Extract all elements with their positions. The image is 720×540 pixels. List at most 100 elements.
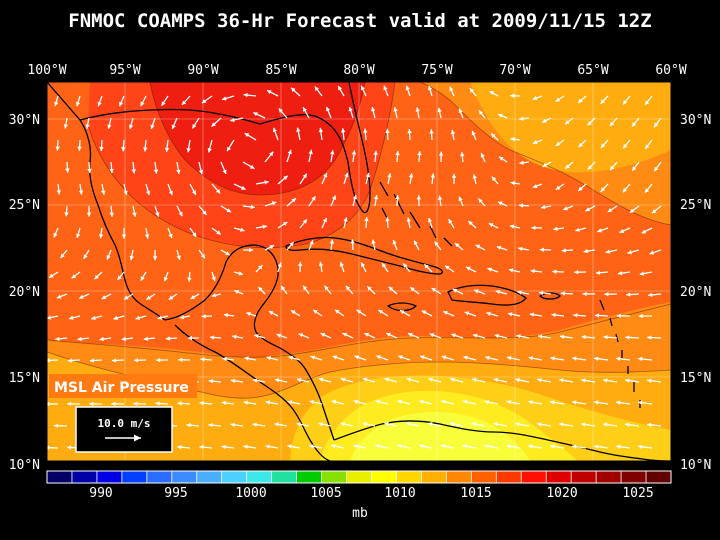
- wind-vector-head: [644, 188, 650, 193]
- wind-vector-head: [121, 234, 127, 239]
- wind-vector-head: [563, 206, 568, 211]
- wind-vector-head: [69, 315, 74, 320]
- wind-vector-head: [124, 295, 129, 300]
- wind-vector-head: [309, 444, 314, 449]
- wind-vector-head: [478, 110, 484, 115]
- wind-vector-head: [419, 444, 424, 449]
- wind-vector-head: [493, 422, 498, 427]
- wind-vector-head: [508, 312, 513, 317]
- coastline-cuba: [285, 236, 444, 275]
- wind-vector-head: [89, 358, 94, 363]
- wind-vector-head: [406, 377, 411, 382]
- pressure-shading-1021: [150, 82, 365, 195]
- wind-vector-head: [469, 88, 475, 93]
- wind-vector-head: [262, 224, 267, 229]
- wind-vector-head: [334, 309, 340, 314]
- vector-reference-frame: [75, 406, 173, 453]
- wind-vector-head: [515, 377, 520, 383]
- wind-vector-head: [639, 271, 645, 276]
- wind-vector-head: [462, 444, 468, 449]
- coastline-central-america-east: [279, 347, 335, 441]
- wind-vector-head: [143, 147, 148, 152]
- wind-vector-head: [86, 212, 92, 217]
- wind-vector-head: [311, 196, 316, 201]
- wind-vector-head: [344, 172, 349, 178]
- wind-vector-head: [342, 332, 348, 337]
- wind-vector-head: [367, 286, 372, 291]
- wind-vector-head: [353, 444, 358, 449]
- wind-vector-head: [165, 336, 170, 341]
- wind-vector-head: [55, 336, 60, 342]
- wind-vector-head: [587, 121, 592, 126]
- wind-vector-head: [322, 217, 327, 223]
- wind-vector-head: [318, 422, 323, 427]
- wind-vector-head: [222, 169, 227, 174]
- wind-vector-head: [309, 400, 315, 405]
- wind-vector-head: [603, 422, 608, 427]
- pressure-shading-1012-ne: [470, 82, 671, 173]
- wind-vector-head: [94, 274, 99, 280]
- wind-vector-head: [192, 124, 197, 129]
- wind-vector-head: [246, 311, 251, 317]
- wind-vector-head: [419, 399, 424, 404]
- wind-vector-head: [629, 208, 635, 213]
- wind-vector-head: [318, 127, 324, 133]
- colorbar-tick-label: 1005: [310, 486, 341, 501]
- lat-label: 15°N: [9, 371, 40, 386]
- wind-vector-head: [265, 444, 270, 449]
- colorbar-swatch: [596, 471, 622, 483]
- wind-vector-head: [405, 85, 410, 91]
- wind-vector-head: [578, 142, 583, 148]
- wind-vector-head: [605, 249, 610, 254]
- wind-vector-head: [85, 124, 90, 129]
- coastline-north-gulf: [79, 82, 371, 214]
- wind-vector-head: [625, 335, 630, 340]
- wind-vector-head: [510, 181, 515, 186]
- wind-vector-head: [168, 295, 174, 300]
- wind-vector-head: [201, 99, 207, 104]
- field-label-bg: [49, 374, 197, 398]
- longitude-labels: 100°W 95°W 90°W 85°W 80°W 75°W 70°W 65°W…: [27, 63, 686, 78]
- colorbar-swatch: [296, 471, 322, 483]
- wind-vector-head: [302, 173, 307, 179]
- lon-label: 60°W: [655, 63, 686, 78]
- wind-vector-head: [364, 332, 369, 337]
- wind-vector-head: [163, 276, 168, 282]
- wind-vector-head: [146, 190, 151, 196]
- wind-vector-head: [353, 399, 358, 404]
- wind-vector-head: [638, 400, 643, 405]
- wind-vector-head: [223, 313, 229, 318]
- wind-vector-head: [178, 357, 183, 362]
- wind-vector-head: [140, 101, 145, 107]
- wind-vector-head: [424, 264, 429, 269]
- wind-vector-head: [101, 295, 107, 299]
- colorbar-tick-label: 995: [164, 486, 187, 501]
- wind-vector-head: [178, 211, 183, 217]
- wind-vector-head: [179, 315, 185, 320]
- wind-vector-head: [288, 355, 294, 360]
- wind-vector-head: [98, 234, 104, 239]
- wind-vector-head: [587, 165, 593, 170]
- wind-vector-head: [54, 101, 59, 107]
- wind-vector-head: [376, 355, 381, 360]
- wind-vector-head: [146, 295, 151, 300]
- vector-reference-box: 10.0 m/s: [75, 406, 173, 453]
- colorbar-swatch: [421, 471, 447, 483]
- wind-vector-head: [331, 195, 336, 200]
- wind-vector-head: [129, 255, 134, 261]
- wind-vector-head: [243, 444, 248, 449]
- wind-vector-head: [254, 334, 259, 339]
- wind-vector-head: [393, 107, 398, 112]
- wind-vector-head: [550, 444, 555, 449]
- wind-vector-head: [541, 205, 546, 210]
- wind-vector-head: [449, 86, 454, 92]
- wind-vector-head: [450, 377, 455, 382]
- wind-vector-head: [375, 399, 380, 404]
- map-area: MSL Air Pressure 10.0 m/s: [47, 82, 671, 461]
- wind-vector-head: [269, 245, 275, 250]
- pressure-shading-1008: [350, 412, 530, 461]
- wind-vector-head: [222, 96, 227, 101]
- coastline-gulf-us: [47, 82, 166, 321]
